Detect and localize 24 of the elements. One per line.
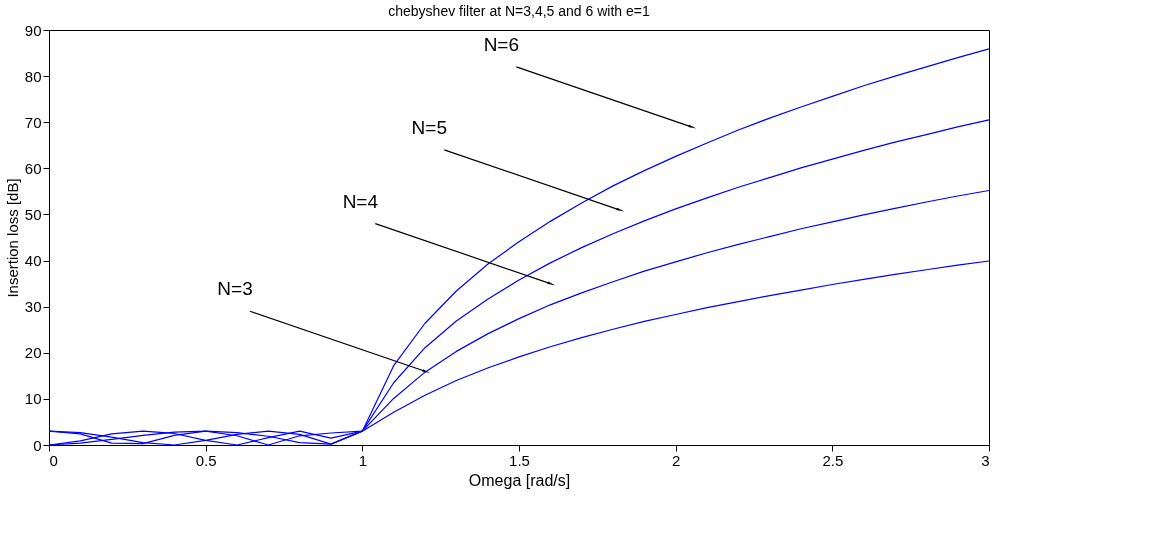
x-tick-label: 1.5 bbox=[509, 451, 530, 469]
y-tick-label: 70 bbox=[24, 113, 42, 131]
x-tick-label: 1 bbox=[358, 451, 368, 469]
y-tick-label: 90 bbox=[24, 21, 42, 39]
chart-title: chebyshev filter at N=3,4,5 and 6 with e=1 bbox=[388, 3, 650, 19]
x-tick-label: 3 bbox=[981, 451, 990, 469]
annotation: N=3 bbox=[217, 278, 253, 300]
y-tick-label: 0 bbox=[33, 436, 42, 454]
x-tick-label: 2.5 bbox=[822, 451, 844, 469]
y-tick-label: 40 bbox=[24, 252, 42, 270]
annotation: N=5 bbox=[411, 116, 447, 138]
x-tick-label: 0.5 bbox=[195, 451, 217, 469]
x-tick-label: 0 bbox=[49, 451, 58, 469]
y-tick-label: 20 bbox=[24, 344, 42, 362]
y-axis-title: Insertion loss [dB] bbox=[3, 178, 21, 298]
y-tick-label: 50 bbox=[24, 205, 42, 223]
x-axis-title: Omega [rad/s] bbox=[468, 471, 571, 489]
y-tick-label: 30 bbox=[24, 298, 42, 316]
y-tick-label: 60 bbox=[24, 159, 42, 177]
annotation: N=4 bbox=[342, 190, 379, 212]
annotation: N=6 bbox=[483, 33, 520, 55]
y-tick-label: 80 bbox=[24, 67, 42, 85]
y-tick-label: 10 bbox=[24, 390, 42, 408]
x-tick-label: 2 bbox=[671, 451, 681, 469]
